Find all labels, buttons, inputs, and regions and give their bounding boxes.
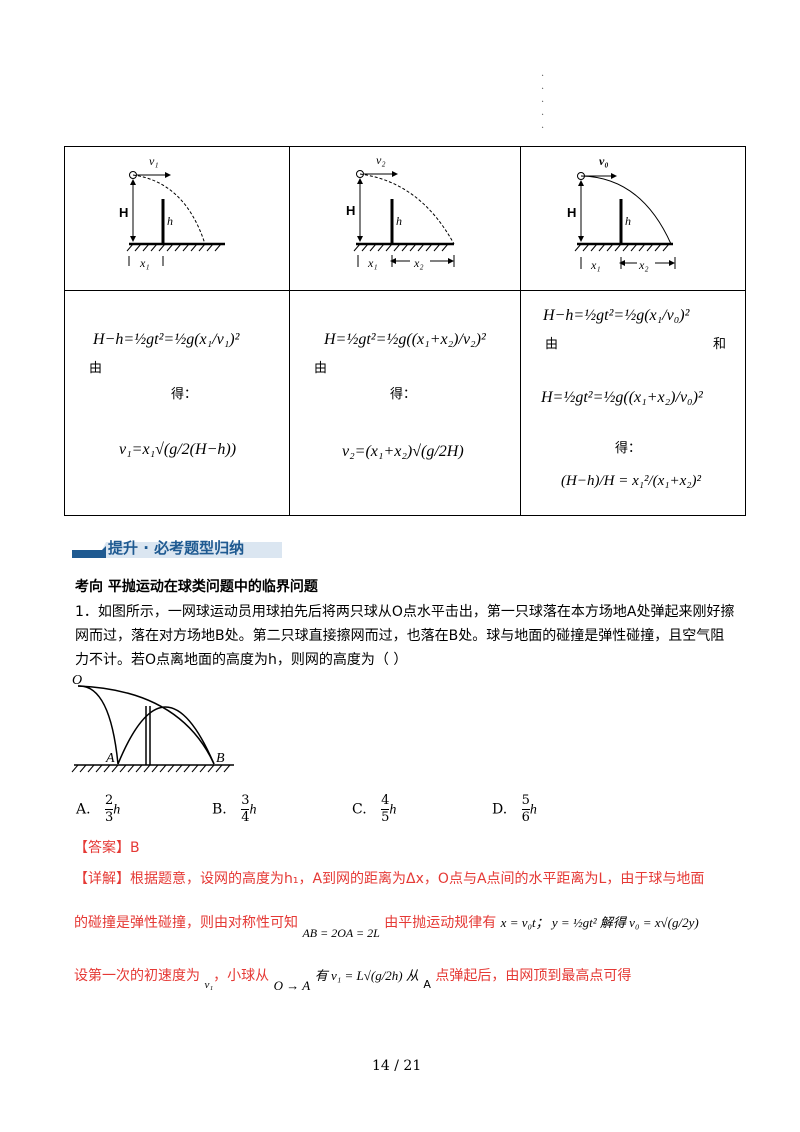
detail-line-3c: ，小球从 — [213, 968, 270, 984]
detail-line-3e: 有 v₁ = L√(g/2h) 从 — [314, 968, 419, 983]
option-c-letter: C. — [352, 801, 367, 818]
projectile-table: v₁ h H x₁ v₂ — [64, 146, 746, 516]
option-c-den: 5 — [381, 809, 390, 825]
H-label: H — [119, 205, 128, 220]
he-3: 和 — [713, 337, 727, 352]
diagram-3: v₀ h H x₁ x₂ — [567, 154, 676, 272]
de-2: 得： — [390, 387, 417, 402]
detail-line-3: 设第一次的初速度为 v₁，小球从 O → A 有 v₁ = L√(g/2h) 从… — [74, 965, 632, 993]
option-b-den: 4 — [241, 809, 250, 825]
h-label-2: h — [396, 214, 402, 228]
cell-2-formulas: 由 H=½gt²=½g((x₁+x₂)/v₂)² 得： v₂=(x₁+x₂)√(… — [290, 291, 520, 515]
detail-line-3g: 点弹起后，由网顶到最高点可得 — [435, 968, 632, 984]
section-title: 提升 · 必考题型归纳 — [108, 539, 245, 557]
point-A: A — [105, 751, 115, 766]
formula-3b: H=½gt²=½g((x₁+x₂)/v₀)² — [541, 389, 703, 406]
you-3: 由 — [545, 337, 559, 352]
option-d-num: 5 — [521, 793, 530, 808]
de-1: 得： — [171, 387, 198, 402]
detail-line-1-text: 根据题意，设网的高度为h₁，A到网的距离为Δx，O点与A点间的水平距离为L，由于… — [130, 871, 705, 887]
h-label: h — [167, 214, 173, 228]
diagram-2: v₂ h H x₁ x₂ — [346, 153, 455, 270]
formula-3a: H−h=½gt²=½g(x₁/v₀)² — [543, 307, 690, 324]
x2-label-3: x₂ — [638, 258, 649, 272]
tennis-figure: O A B — [71, 673, 234, 773]
H-label-3: H — [567, 205, 576, 220]
diagram-1: v₁ h H x₁ — [119, 154, 225, 270]
option-d-den: 6 — [521, 809, 530, 825]
question-heading: 考向 平抛运动在球类问题中的临界问题 — [75, 579, 318, 595]
option-a-letter: A. — [76, 801, 91, 818]
detail-line-2: 的碰撞是弹性碰撞，则由对称性可知 AB = 2OA = 2L 由平抛运动规律有 … — [74, 912, 699, 940]
cell-3-formulas: 由 H−h=½gt²=½g(x₁/v₀)² 和 H=½gt²=½g((x₁+x₂… — [521, 291, 745, 515]
option-d-letter: D. — [492, 801, 508, 818]
v1-label: v₁ — [149, 154, 159, 168]
result-2: v₂=(x₁+x₂)√(g/2H) — [342, 443, 464, 460]
detail-line-3a: 设第一次的初速度为 — [74, 968, 200, 984]
option-a-num: 2 — [105, 793, 114, 808]
x1-label-3: x₁ — [590, 258, 601, 272]
detail-line-3b: v₁ — [204, 979, 214, 991]
x1-label: x₁ — [139, 256, 150, 270]
option-a-var: h — [113, 802, 121, 818]
margin-dots: · · · · · — [541, 71, 545, 134]
cell-1-formulas: 由 H−h=½gt²=½g(x₁/v₁)² 得： v₁=x₁√(g/2(H−h)… — [65, 291, 289, 515]
detail-line-2a: 的碰撞是弹性碰撞，则由对称性可知 — [74, 915, 298, 931]
page-number: 14 / 21 — [372, 1058, 422, 1074]
you-1: 由 — [89, 361, 103, 376]
answer-label: 【答案】B — [74, 840, 140, 856]
point-O: O — [72, 673, 82, 688]
v0-label: v₀ — [599, 154, 609, 168]
detail-line-2d: x = v₀t； y = ½gt² 解得 v₀ = x√(g/2y) — [500, 915, 699, 930]
result-3: (H−h)/H = x₁²/(x₁+x₂)² — [561, 473, 701, 489]
formula-1: H−h=½gt²=½g(x₁/v₁)² — [93, 331, 240, 348]
detail-line-3d: O → A — [273, 978, 311, 993]
section-banner — [72, 542, 282, 558]
you-2: 由 — [314, 361, 328, 376]
detail-line-2c: 由平抛运动规律有 — [384, 915, 497, 931]
point-B: B — [216, 751, 225, 766]
option-c-var: h — [389, 802, 397, 818]
detail-line-3f: A — [423, 978, 431, 991]
h-label-3: h — [625, 214, 631, 228]
v2-label: v₂ — [376, 153, 386, 167]
x1-label-2: x₁ — [367, 256, 378, 270]
option-c-num: 4 — [381, 793, 390, 808]
option-a-den: 3 — [105, 809, 114, 825]
result-1: v₁=x₁√(g/2(H−h)) — [119, 441, 237, 458]
detail-line-2b: AB = 2OA = 2L — [302, 926, 380, 940]
option-b-num: 3 — [241, 793, 250, 808]
detail-line-1: 【详解】根据题意，设网的高度为h₁，A到网的距离为Δx，O点与A点间的水平距离为… — [74, 868, 704, 888]
option-b-letter: B. — [212, 801, 227, 818]
x2-label: x₂ — [413, 256, 424, 270]
question-text: 1．如图所示，一网球运动员用球拍先后将两只球从O点水平击出，第一只球落在本方场地… — [75, 604, 735, 668]
option-b-var: h — [249, 802, 257, 818]
option-d-var: h — [529, 802, 537, 818]
detail-label: 【详解】 — [74, 871, 130, 887]
H-label-2: H — [346, 203, 355, 218]
formula-2: H=½gt²=½g((x₁+x₂)/v₂)² — [324, 331, 486, 348]
de-3: 得： — [615, 441, 642, 456]
